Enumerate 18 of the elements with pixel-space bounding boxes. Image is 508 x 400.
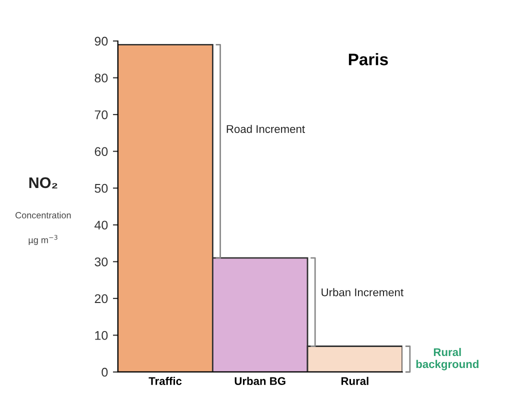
y-tick-label: 20 [94, 294, 108, 304]
y-tick-label: 40 [94, 220, 108, 230]
y-tick-label: 30 [94, 257, 108, 266]
annotation: Urban Increment [322, 288, 404, 296]
x-tick-label: Urban BG [234, 376, 286, 386]
text: Paris [348, 53, 388, 66]
text: Rural background [416, 348, 478, 370]
y-tick-label: 90 [94, 36, 108, 46]
y-tick-label: 80 [94, 74, 108, 82]
y-tick-label: 10 [95, 331, 108, 340]
text: NO₂ Concentration µg m$^{−3}$ [16, 177, 71, 245]
y-tick-label: 0 [102, 368, 108, 377]
annotation: Road Increment [226, 124, 305, 133]
y-tick-label: 60 [94, 147, 108, 156]
y-tick-label: 50 [94, 184, 108, 193]
x-tick-label: Traffic [148, 376, 182, 386]
y-tick-label: 70 [94, 110, 108, 120]
x-tick-label: Rural [341, 376, 368, 386]
